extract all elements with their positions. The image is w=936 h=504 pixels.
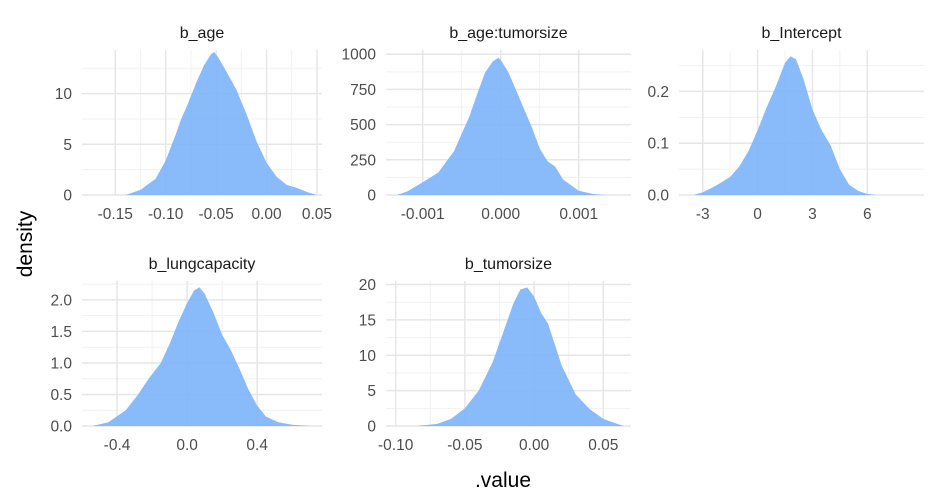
x-tick-label: 6 <box>863 206 872 223</box>
y-tick-label: 0 <box>367 419 376 436</box>
facet-title: b_age <box>180 25 225 42</box>
facet-panel-1: b_age:tumorsize -0.001 0.000 0.001 0 250 500 75… <box>342 25 631 223</box>
x-tick-label: 0.00 <box>251 206 282 223</box>
facet-title: b_Intercept <box>761 25 842 42</box>
facet-panel-4: b_tumorsize -0.10 -0.05 0.00 0.05 0 5 10 15 20 <box>359 256 631 454</box>
y-tick-label: 1.0 <box>50 355 72 372</box>
y-tick-label: 0.1 <box>647 136 669 153</box>
facet-panel-2: b_Intercept -3 0 3 6 0.0 0.1 0.2 <box>647 25 924 223</box>
y-tick-label: 0.0 <box>50 419 72 436</box>
density-area <box>396 57 606 196</box>
y-tick-label: 15 <box>359 312 376 329</box>
y-tick-label: 5 <box>63 137 72 154</box>
x-tick-label: 0.001 <box>559 206 598 223</box>
x-tick-label: 3 <box>808 206 817 223</box>
y-tick-label: 0.2 <box>647 84 669 101</box>
y-tick-label: 500 <box>350 117 376 134</box>
density-area <box>92 287 310 426</box>
density-area <box>693 56 877 196</box>
x-tick-label: 0.05 <box>302 206 332 223</box>
y-tick-label: 5 <box>367 383 376 400</box>
y-tick-label: 1.5 <box>50 324 72 341</box>
facet-panel-3: b_lungcapacity -0.4 0.0 0.4 0.0 0.5 1.0 1.5 2.0 <box>50 256 322 454</box>
y-tick-label: 0.5 <box>50 387 72 404</box>
facet-title: b_lungcapacity <box>149 256 256 273</box>
x-tick-label: -0.10 <box>148 206 184 223</box>
density-area <box>416 287 625 426</box>
facet-title: b_age:tumorsize <box>449 25 567 42</box>
x-tick-label: -0.05 <box>198 206 233 223</box>
x-tick-label: 0 <box>753 206 762 223</box>
y-tick-label: 10 <box>55 86 73 103</box>
y-tick-label: 250 <box>350 152 376 169</box>
x-tick-label: -0.4 <box>104 437 131 454</box>
x-tick-label: -0.10 <box>378 437 414 454</box>
y-tick-label: 1000 <box>342 47 377 64</box>
x-tick-label: 0.0 <box>176 437 198 454</box>
x-tick-label: -0.05 <box>447 437 482 454</box>
y-axis-title: density <box>14 210 37 277</box>
density-area <box>125 52 318 195</box>
y-tick-label: 20 <box>359 277 377 294</box>
y-tick-label: 10 <box>359 348 377 365</box>
facet-title: b_tumorsize <box>465 256 552 273</box>
x-tick-label: 0.00 <box>519 437 550 454</box>
x-tick-label: 0.05 <box>588 437 618 454</box>
y-tick-label: 0 <box>367 188 376 205</box>
x-tick-label: -3 <box>696 206 710 223</box>
y-tick-label: 0.0 <box>647 188 669 205</box>
facet-panel-0: b_age -0.15 -0.10 -0.05 0.00 0.05 0 5 10 <box>55 25 332 223</box>
y-tick-label: 2.0 <box>50 292 72 309</box>
x-tick-label: -0.001 <box>401 206 445 223</box>
x-tick-label: 0.4 <box>246 437 268 454</box>
y-tick-label: 0 <box>63 188 72 205</box>
x-axis-title: .value <box>475 469 531 492</box>
x-tick-label: 0.000 <box>481 206 520 223</box>
y-tick-label: 750 <box>350 82 376 99</box>
x-tick-label: -0.15 <box>98 206 133 223</box>
